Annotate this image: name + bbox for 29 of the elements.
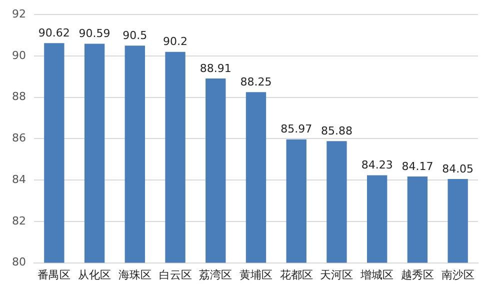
x-tick-label: 南沙区	[441, 268, 474, 282]
x-tick-label: 荔湾区	[199, 268, 232, 282]
x-tick-label: 番禺区	[38, 268, 71, 282]
x-tick-label: 海珠区	[118, 268, 152, 282]
data-label: 90.59	[78, 27, 110, 40]
y-tick-label: 88	[12, 90, 26, 104]
data-label: 88.91	[200, 62, 232, 75]
y-tick-label: 84	[12, 172, 26, 186]
data-label: 85.88	[320, 124, 352, 138]
x-tick-label: 天河区	[320, 268, 354, 282]
data-label: 88.25	[240, 76, 272, 89]
y-tick-label: 90	[12, 48, 26, 62]
y-tick-label: 80	[12, 256, 26, 269]
data-label: 90.2	[163, 35, 188, 48]
x-tick-label: 黄埔区	[240, 268, 272, 282]
data-label: 90.62	[38, 26, 70, 40]
x-tick-label: 花都区	[280, 268, 313, 282]
x-tick-label: 越秀区	[400, 268, 434, 282]
data-label: 84.17	[402, 160, 434, 173]
x-tick-label: 增城区	[360, 268, 394, 282]
y-tick-label: 86	[12, 132, 26, 145]
data-label: 84.23	[361, 158, 393, 172]
y-tick-label: 92	[12, 7, 26, 20]
y-tick-label: 82	[12, 214, 26, 228]
x-tick-label: 从化区	[78, 268, 112, 282]
data-label: 90.5	[122, 28, 148, 42]
data-label: 84.05	[442, 162, 474, 176]
x-tick-label: 白云区	[158, 268, 192, 282]
data-label: 85.97	[280, 122, 312, 136]
